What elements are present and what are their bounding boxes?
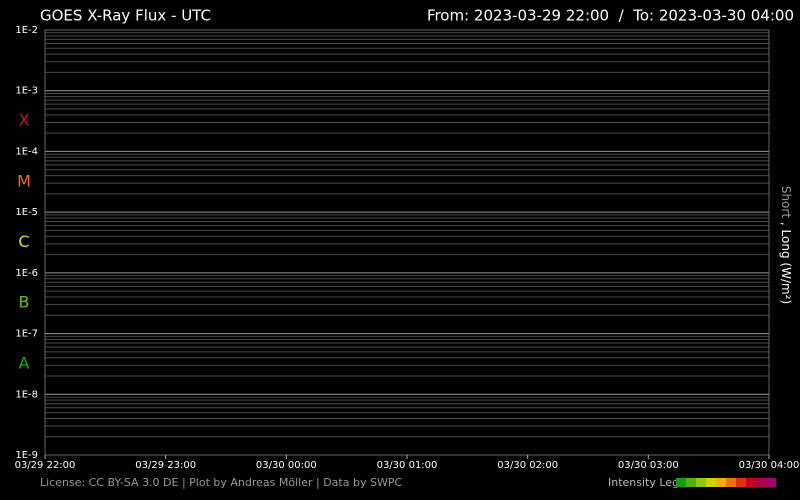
x-tick-label: 03/30 04:00 (739, 460, 800, 471)
y-tick-label: 1E-9 (15, 450, 38, 461)
flare-class-label: B (19, 293, 30, 312)
x-tick-label: 03/30 02:00 (497, 460, 558, 471)
series-name: Long (780, 230, 794, 259)
intensity-legend-swatch (756, 478, 766, 487)
intensity-legend-swatch (726, 478, 736, 487)
y-tick-label: 1E-5 (15, 207, 38, 218)
flare-class-label: A (19, 353, 30, 372)
y-tick-label: 1E-4 (15, 146, 38, 157)
intensity-legend-swatch (676, 478, 686, 487)
chart-title: GOES X-Ray Flux - UTC (40, 7, 211, 25)
y-tick-label: 1E-7 (15, 329, 38, 340)
intensity-legend-swatch (706, 478, 716, 487)
x-tick-label: 03/30 03:00 (618, 460, 679, 471)
flare-class-label: M (17, 171, 31, 190)
footer: License: CC BY-SA 3.0 DE | Plot by Andre… (40, 476, 402, 489)
intensity-legend-swatch (686, 478, 696, 487)
plot-area: 1E-2 1E-3 1E-4 1E-5 1E-6 1E-7 1E-8 1E-903/29 22… (15, 25, 800, 471)
y-unit: (W/m²) (780, 262, 794, 304)
separator: , (780, 222, 794, 226)
intensity-legend-swatch (716, 478, 726, 487)
x-tick-label: 03/30 00:00 (256, 460, 317, 471)
y-tick-label: 1E-8 (15, 389, 38, 400)
chart-subtitle: From: 2023-03-29 22:00 / To: 2023-03-30 … (427, 7, 794, 25)
x-tick-label: 03/29 22:00 (15, 460, 76, 471)
series-name: Short (780, 186, 794, 218)
intensity-legend-swatch (766, 478, 776, 487)
x-tick-label: 03/29 23:00 (135, 460, 196, 471)
flare-class-label: X (19, 111, 30, 130)
y-axis-label: Short , Long (W/m²) (780, 186, 794, 304)
intensity-legend-swatch (696, 478, 706, 487)
intensity-legend-swatch (746, 478, 756, 487)
intensity-legend-swatch (736, 478, 746, 487)
flare-class-label: C (18, 232, 29, 251)
y-tick-label: 1E-2 (15, 25, 38, 36)
x-tick-label: 03/30 01:00 (377, 460, 438, 471)
y-tick-label: 1E-3 (15, 86, 38, 97)
y-tick-label: 1E-6 (15, 268, 38, 279)
